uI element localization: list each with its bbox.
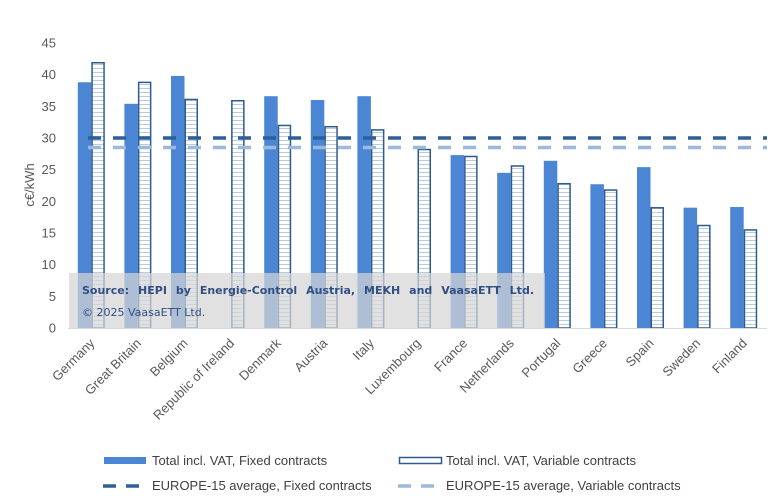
source-word: Source: bbox=[82, 284, 129, 297]
legend-swatch-fixed bbox=[104, 457, 146, 464]
legend: Total incl. VAT, Fixed contracts Total i… bbox=[103, 453, 681, 493]
source-annotation: Source: HEPI by Energie-Control Austria, MEKH… bbox=[69, 273, 545, 329]
y-tick-label: 0 bbox=[49, 321, 56, 336]
copyright-text: © 2025 VaasaETT Ltd. bbox=[82, 306, 205, 319]
y-tick-label: 10 bbox=[42, 257, 56, 272]
x-tick-label: Greece bbox=[569, 336, 610, 377]
y-tick-label: 15 bbox=[42, 226, 56, 241]
legend-label-fixed: Total incl. VAT, Fixed contracts bbox=[152, 453, 328, 468]
x-tick-label: Germany bbox=[49, 335, 98, 384]
y-tick-label: 45 bbox=[42, 36, 56, 51]
bar-variable-portugal bbox=[557, 182, 571, 329]
x-tick-label: Belgium bbox=[147, 336, 191, 380]
legend-label-avg-variable: EUROPE-15 average, Variable contracts bbox=[446, 478, 681, 493]
bar-fixed-greece bbox=[590, 184, 604, 328]
bar-fixed-denmark bbox=[264, 96, 278, 328]
x-tick-label: France bbox=[431, 336, 470, 375]
legend-label-avg-fixed: EUROPE-15 average, Fixed contracts bbox=[152, 478, 372, 493]
source-word: VaasaETT bbox=[441, 284, 501, 297]
bar-variable-finland bbox=[743, 229, 758, 329]
x-tick-label: Portugal bbox=[519, 335, 564, 380]
bar-fixed-sweden bbox=[683, 207, 698, 328]
y-axis-label: c€/kWh bbox=[22, 163, 37, 206]
x-tick-label: Spain bbox=[623, 336, 657, 370]
bar-fixed-germany bbox=[77, 82, 92, 329]
x-tick-label: Sweden bbox=[659, 336, 703, 380]
y-axis-ticks: 0 5 10 15 20 25 30 35 40 45 bbox=[42, 36, 56, 336]
source-text: Source: HEPI by Energie-Control Austria, MEKH… bbox=[82, 284, 534, 297]
bar-variable-sweden bbox=[697, 224, 711, 329]
y-tick-label: 25 bbox=[42, 162, 56, 177]
bar-fixed-portugal bbox=[543, 160, 558, 328]
source-word: Ltd. bbox=[510, 284, 534, 297]
source-word: MEKH bbox=[364, 284, 400, 297]
bar-fixed-spain bbox=[637, 167, 651, 328]
y-tick-label: 35 bbox=[42, 99, 56, 114]
source-annotation-background bbox=[69, 273, 545, 329]
bar-fixed-austria bbox=[310, 100, 325, 328]
x-tick-label: Austria bbox=[291, 335, 331, 375]
source-word: and bbox=[409, 284, 432, 297]
x-tick-label: Denmark bbox=[236, 335, 284, 383]
source-word: Energie-Control bbox=[200, 284, 297, 297]
x-tick-label: Republic of Ireland bbox=[150, 336, 237, 423]
bar-variable-spain bbox=[650, 207, 664, 329]
source-word: by bbox=[176, 284, 191, 297]
y-tick-label: 20 bbox=[42, 194, 56, 209]
source-word: HEPI bbox=[138, 284, 167, 297]
bar-variable-greece bbox=[603, 189, 618, 329]
bar-fixed-italy bbox=[357, 96, 371, 328]
bar-fixed-finland bbox=[730, 207, 744, 328]
legend-label-variable: Total incl. VAT, Variable contracts bbox=[446, 453, 637, 468]
y-tick-label: 5 bbox=[49, 289, 56, 304]
y-tick-label: 30 bbox=[42, 131, 56, 146]
x-tick-label: Italy bbox=[350, 335, 378, 363]
source-word: Austria, bbox=[306, 284, 355, 297]
bar-fixed-great-britain bbox=[124, 103, 138, 328]
x-tick-label: Finland bbox=[709, 336, 750, 377]
y-tick-label: 40 bbox=[42, 67, 56, 82]
legend-swatch-variable bbox=[398, 456, 443, 465]
